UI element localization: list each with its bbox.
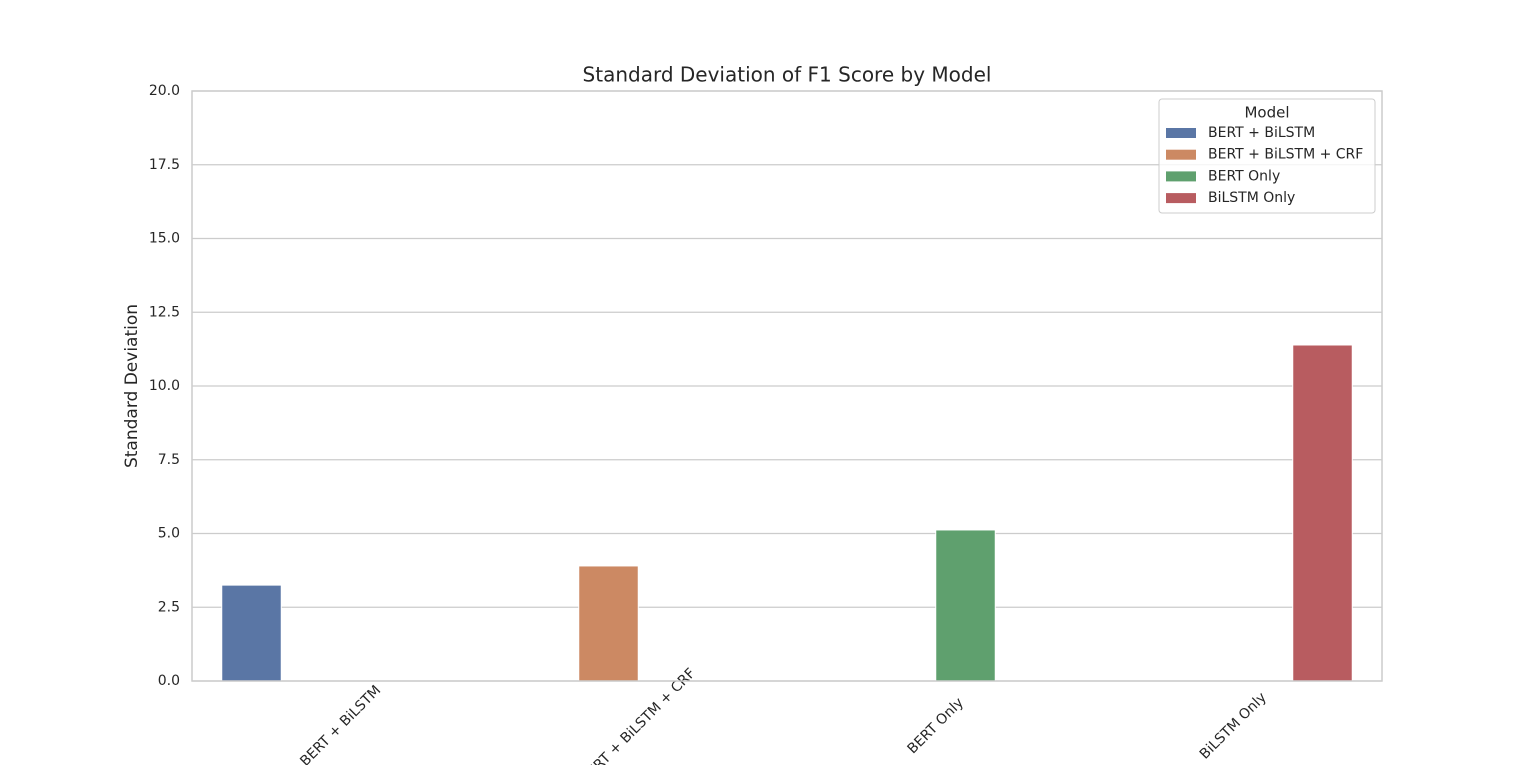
chart-title: Standard Deviation of F1 Score by Model <box>583 63 992 87</box>
bar <box>578 565 639 682</box>
bar <box>1292 344 1353 682</box>
y-tick-label: 7.5 <box>158 452 180 468</box>
bar <box>221 584 282 682</box>
y-tick-label: 2.5 <box>158 599 180 615</box>
legend-label: BERT + BiLSTM <box>1208 125 1315 141</box>
y-tick-label: 0.0 <box>158 673 180 689</box>
y-tick-label: 5.0 <box>158 526 180 542</box>
y-tick-label: 12.5 <box>149 304 180 320</box>
y-axis-label: Standard Deviation <box>122 304 142 468</box>
legend-swatch <box>1166 128 1196 138</box>
legend-title: Model <box>1244 104 1289 122</box>
y-tick-label: 20.0 <box>149 83 180 99</box>
legend-label: BERT + BiLSTM + CRF <box>1208 147 1363 163</box>
plot-frame <box>191 90 1383 682</box>
legend: Model BERT + BiLSTM BERT + BiLSTM + CRF BER… <box>1158 98 1376 214</box>
legend-swatch <box>1166 193 1196 204</box>
y-tick-label: 10.0 <box>149 378 180 394</box>
legend-box <box>1158 98 1376 214</box>
bar <box>935 529 996 682</box>
legend-swatch <box>1166 149 1196 160</box>
legend-label: BiLSTM Only <box>1208 190 1295 206</box>
y-tick-label: 15.0 <box>149 231 180 247</box>
legend-label: BERT Only <box>1208 168 1280 184</box>
legend-swatch <box>1166 171 1196 182</box>
y-tick-label: 17.5 <box>149 157 180 173</box>
